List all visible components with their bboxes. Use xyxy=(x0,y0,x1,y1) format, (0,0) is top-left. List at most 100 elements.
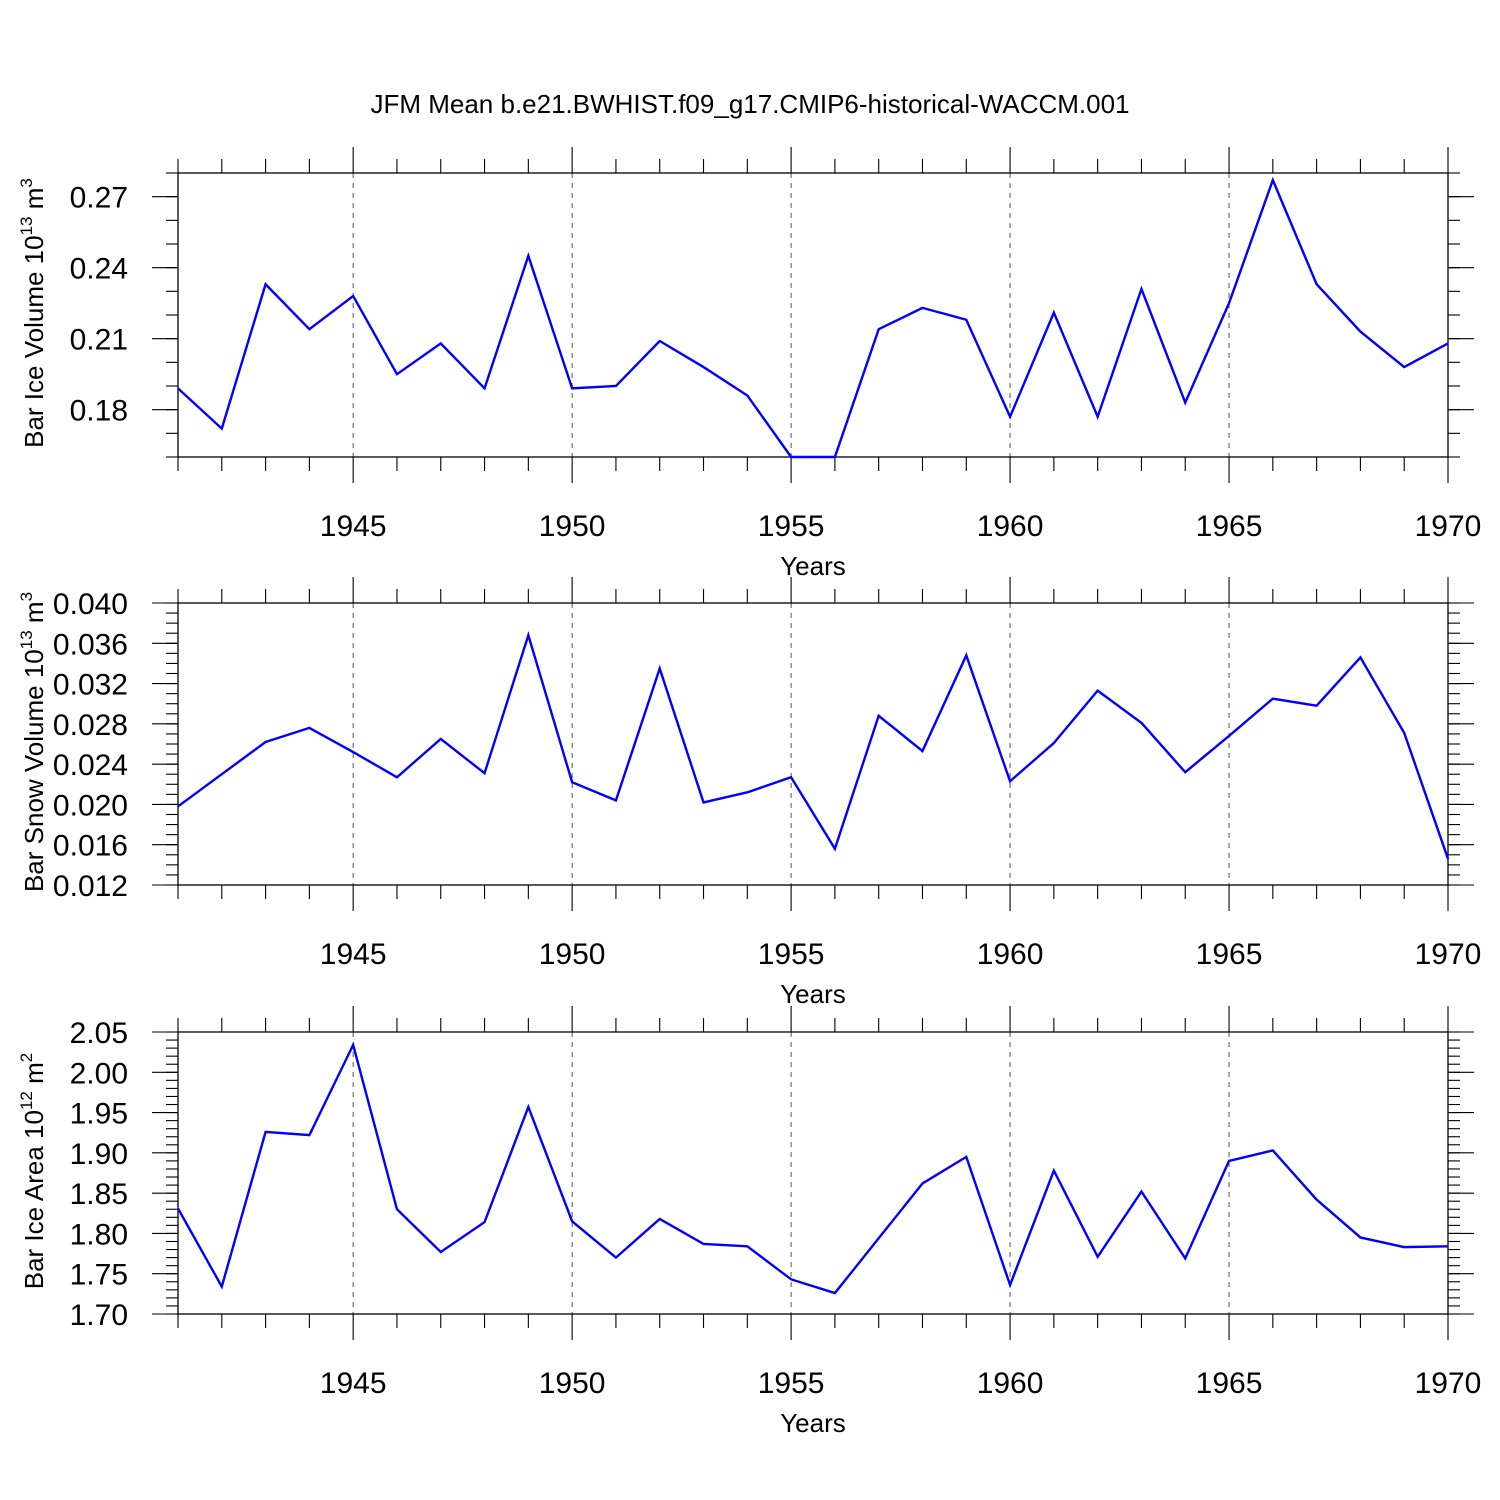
y-tick-label: 1.80 xyxy=(70,1218,128,1251)
data-point xyxy=(1096,415,1100,419)
data-point xyxy=(1315,1198,1319,1202)
data-point xyxy=(1227,301,1231,305)
data-point xyxy=(964,1155,968,1159)
plot-frame xyxy=(177,602,1449,886)
data-point xyxy=(1227,1159,1231,1163)
x-tick-label: 1950 xyxy=(539,510,606,543)
x-tick-label: 1955 xyxy=(758,938,825,971)
x-tick-label: 1945 xyxy=(320,1367,387,1400)
data-point xyxy=(483,386,487,390)
x-axis-label: Years xyxy=(780,1408,846,1438)
data-point xyxy=(1052,741,1056,745)
data-point xyxy=(964,318,968,322)
data-point xyxy=(702,1242,706,1246)
x-tick-label: 1965 xyxy=(1196,1367,1263,1400)
data-point xyxy=(526,254,530,258)
data-point xyxy=(351,1043,355,1047)
x-tick-label: 1965 xyxy=(1196,938,1263,971)
y-tick-label: 1.75 xyxy=(70,1259,128,1292)
y-tick-label: 0.016 xyxy=(53,830,128,863)
data-point xyxy=(570,386,574,390)
data-point xyxy=(351,294,355,298)
data-point xyxy=(1402,1245,1406,1249)
data-point xyxy=(1446,857,1450,861)
plot-frame xyxy=(177,172,1449,458)
data-point xyxy=(264,282,268,286)
data-point xyxy=(439,1250,443,1254)
data-point xyxy=(1446,1244,1450,1248)
data-point xyxy=(395,775,399,779)
data-point xyxy=(1402,731,1406,735)
data-point xyxy=(1183,1256,1187,1260)
data-point xyxy=(483,771,487,775)
x-tick-label: 1970 xyxy=(1415,510,1482,543)
data-point xyxy=(1271,697,1275,701)
data-point xyxy=(789,455,793,459)
chart-panel-3: 1945 1950 1955 1960 1965 1970 1.70 1.75 1.80 1.85… xyxy=(17,1006,1481,1438)
data-point xyxy=(220,772,224,776)
data-point xyxy=(1446,341,1450,345)
data-point xyxy=(1402,365,1406,369)
y-tick-label: 2.05 xyxy=(70,1017,128,1050)
data-point xyxy=(745,1244,749,1248)
y-tick-label: 2.00 xyxy=(70,1057,128,1090)
data-point xyxy=(658,339,662,343)
data-point xyxy=(920,749,924,753)
y-tick-label: 0.24 xyxy=(70,253,128,286)
data-point xyxy=(220,427,224,431)
y-tick-label: 0.020 xyxy=(53,789,128,822)
y-tick-label: 1.70 xyxy=(70,1299,128,1332)
data-point xyxy=(1139,721,1143,725)
data-point xyxy=(1358,655,1362,659)
y-tick-label: 1.85 xyxy=(70,1178,128,1211)
chart-panel-1: 1945 1950 1955 1960 1965 1970 0.18 0.21 0.24 0.27… xyxy=(17,147,1481,581)
data-point xyxy=(1008,415,1012,419)
data-point xyxy=(614,1256,618,1260)
data-point xyxy=(1227,734,1231,738)
x-tick-label: 1945 xyxy=(320,938,387,971)
data-point xyxy=(439,341,443,345)
y-tick-label: 0.21 xyxy=(70,324,128,357)
x-tick-label: 1950 xyxy=(539,938,606,971)
data-point xyxy=(307,327,311,331)
data-point xyxy=(570,1219,574,1223)
data-point xyxy=(264,740,268,744)
data-point xyxy=(395,1207,399,1211)
y-tick-label: 0.040 xyxy=(53,588,128,621)
x-tick-label: 1965 xyxy=(1196,510,1263,543)
data-point xyxy=(614,798,618,802)
y-tick-label: 1.95 xyxy=(70,1098,128,1131)
data-point xyxy=(658,666,662,670)
data-point xyxy=(745,393,749,397)
data-point xyxy=(702,365,706,369)
plot-frame xyxy=(177,1031,1449,1315)
data-point xyxy=(702,800,706,804)
y-tick-label: 0.024 xyxy=(53,749,128,782)
data-point xyxy=(789,1277,793,1281)
x-tick-label: 1955 xyxy=(758,510,825,543)
data-point xyxy=(1315,282,1319,286)
data-point xyxy=(439,737,443,741)
data-point xyxy=(1183,770,1187,774)
data-point xyxy=(307,726,311,730)
y-tick-label: 0.036 xyxy=(53,628,128,661)
data-point xyxy=(307,1133,311,1137)
figure-title: JFM Mean b.e21.BWHIST.f09_g17.CMIP6-hist… xyxy=(370,89,1129,119)
data-point xyxy=(1315,704,1319,708)
x-axis-label: Years xyxy=(780,551,846,581)
series-line xyxy=(177,176,1449,459)
y-tick-label: 0.032 xyxy=(53,669,128,702)
y-tick-label: 0.18 xyxy=(70,395,128,428)
x-tick-label: 1970 xyxy=(1415,1367,1482,1400)
data-point xyxy=(264,1130,268,1134)
data-point xyxy=(920,306,924,310)
data-point xyxy=(1008,779,1012,783)
x-tick-label: 1960 xyxy=(977,510,1044,543)
x-axis-label: Years xyxy=(780,979,846,1009)
data-point xyxy=(877,327,881,331)
chart-panel-2: 1945 1950 1955 1960 1965 1970 0.012 0.016 0.020 0… xyxy=(17,577,1481,1009)
x-tick-label: 1960 xyxy=(977,1367,1044,1400)
data-point xyxy=(614,384,618,388)
data-point xyxy=(964,653,968,657)
